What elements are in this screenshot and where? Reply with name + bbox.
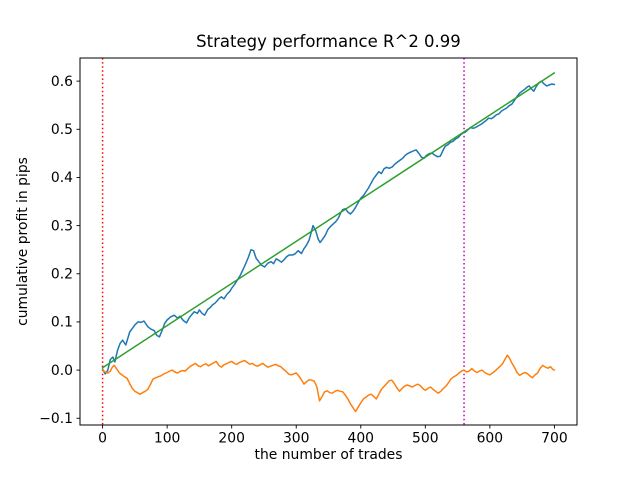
y-tick-label: 0.0 (51, 363, 73, 379)
y-tick-label: 0.6 (51, 74, 73, 90)
x-tick-label: 200 (218, 431, 245, 447)
x-tick-label: 400 (348, 431, 375, 447)
y-tick-label: −0.1 (39, 411, 73, 427)
x-tick-label: 300 (283, 431, 310, 447)
series-cumulative-profit-blue (101, 80, 556, 375)
y-tick-label: 0.2 (51, 267, 73, 283)
y-tick-label: 0.4 (51, 170, 73, 186)
x-tick-label: 600 (477, 431, 504, 447)
chart-title: Strategy performance R^2 0.99 (196, 32, 461, 51)
y-tick-label: 0.3 (51, 218, 73, 234)
x-tick-label: 0 (98, 431, 107, 447)
y-axis-label: cumulative profit in pips (15, 157, 31, 326)
series-linear-fit-green (101, 72, 556, 369)
x-tick-label: 500 (412, 431, 439, 447)
x-tick-label: 100 (154, 431, 181, 447)
axes-frame (79, 57, 578, 426)
y-tick-label: 0.1 (51, 315, 73, 331)
x-tick-label: 700 (541, 431, 568, 447)
series-oscillating-profit-orange (101, 354, 556, 413)
y-tick-label: 0.5 (51, 122, 73, 138)
x-axis-label: the number of trades (255, 447, 403, 463)
